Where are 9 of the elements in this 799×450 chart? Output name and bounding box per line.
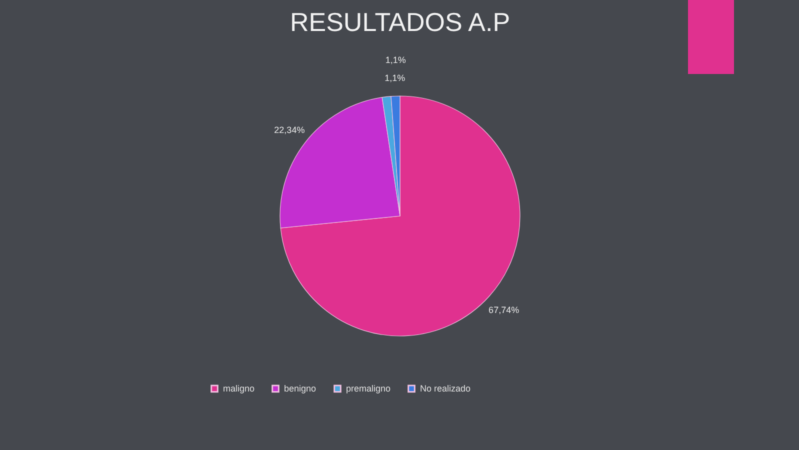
legend-label: benigno bbox=[284, 384, 316, 394]
data-label: 1,1% bbox=[385, 55, 406, 66]
chart-title: RESULTADOS A.P bbox=[290, 7, 510, 38]
legend-label: No realizado bbox=[420, 384, 471, 394]
legend-label: premaligno bbox=[346, 384, 391, 394]
data-label: 67,74% bbox=[488, 304, 520, 315]
data-label: 22,34% bbox=[274, 125, 305, 136]
legend-label: maligno bbox=[223, 384, 255, 394]
data-label: 1,1% bbox=[384, 73, 406, 84]
